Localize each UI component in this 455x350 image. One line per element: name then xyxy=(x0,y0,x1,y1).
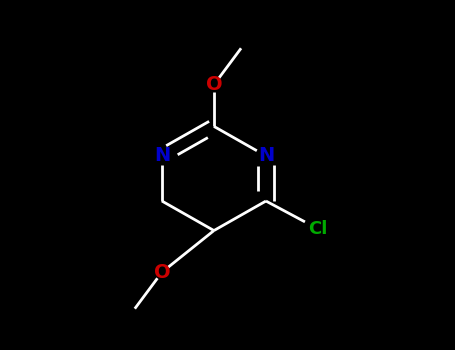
Text: Cl: Cl xyxy=(308,220,328,238)
Text: N: N xyxy=(258,146,274,166)
Text: N: N xyxy=(154,146,170,166)
Text: O: O xyxy=(206,75,222,94)
Text: O: O xyxy=(154,263,170,282)
